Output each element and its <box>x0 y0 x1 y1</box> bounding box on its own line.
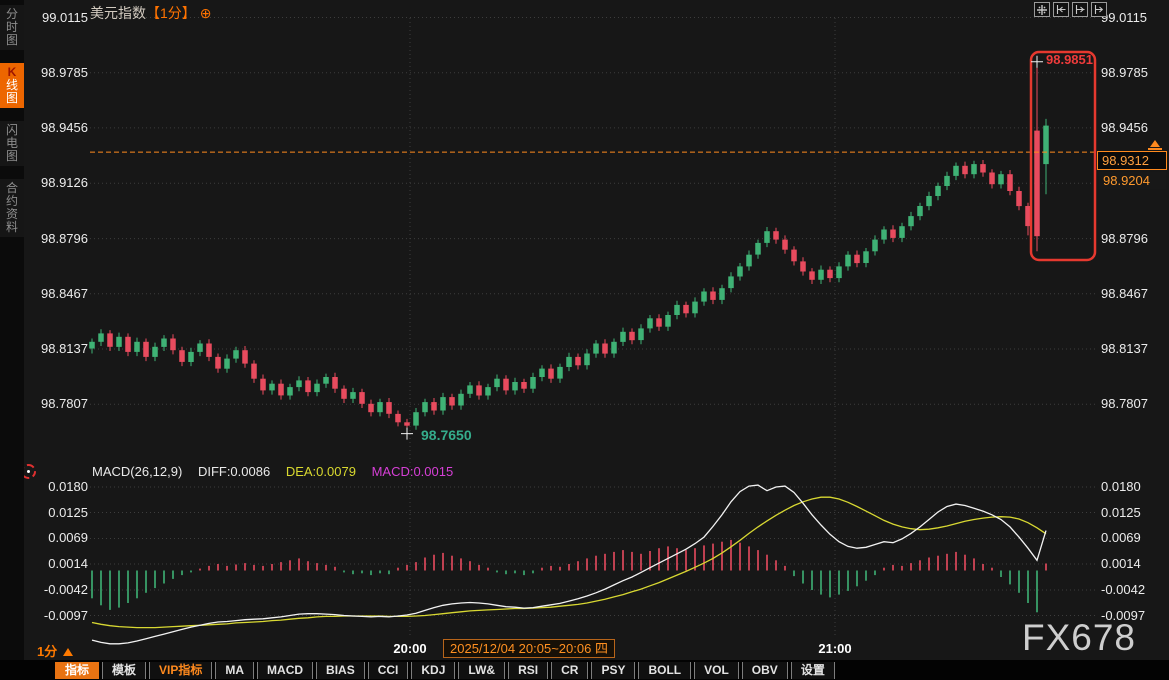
bar-time-range-badge: 2025/12/04 20:05~20:06 四 <box>443 639 615 658</box>
tab-item-13[interactable]: VOL <box>694 661 739 679</box>
macd-value-label: MACD:0.0015 <box>371 464 454 479</box>
axis-tick: 0.0125 <box>1101 504 1141 520</box>
prev-price-badge: 98.9204 <box>1099 172 1166 189</box>
axis-tick: 98.8137 <box>41 341 88 356</box>
axis-tick: 0.0125 <box>48 504 88 520</box>
session-low-label: 98.7650 <box>421 427 472 443</box>
axis-tick: -0.0042 <box>43 581 88 597</box>
axis-tick: -0.0042 <box>1101 581 1146 597</box>
price-marker-icon <box>1148 140 1162 150</box>
axis-tick: 0.0180 <box>48 478 88 494</box>
tab-item-0[interactable]: 指标 <box>55 661 100 679</box>
symbol-name: 美元指数 <box>90 5 146 21</box>
interval-selector[interactable]: 1分 <box>37 641 74 660</box>
axis-tick: 0.0014 <box>1101 556 1141 571</box>
axis-tick: 98.7807 <box>1101 396 1148 412</box>
pan-right-icon[interactable] <box>1091 2 1107 17</box>
sidebar-item-3[interactable]: 合约资料 <box>0 179 24 237</box>
tab-item-3[interactable]: MA <box>215 661 255 679</box>
axis-tick: 99.0115 <box>41 9 88 25</box>
time-axis: 1分 20:00 2025/12/04 20:05~20:06 四 21:00 <box>0 639 1169 660</box>
session-high-label: 98.9851 <box>1046 52 1093 67</box>
axis-tick: 0.0014 <box>48 556 88 571</box>
axis-tick: -0.0097 <box>1101 607 1146 623</box>
tab-item-1[interactable]: 模板 <box>102 661 147 679</box>
time-tick-2100: 21:00 <box>818 641 852 656</box>
tab-item-7[interactable]: KDJ <box>411 661 456 679</box>
tab-item-12[interactable]: BOLL <box>638 661 692 679</box>
scale-left-icon[interactable] <box>1053 2 1069 17</box>
tab-item-5[interactable]: BIAS <box>316 661 365 679</box>
axis-tick: 98.9126 <box>41 175 88 191</box>
axis-tick: 99.0115 <box>1101 9 1148 25</box>
tab-item-15[interactable]: 设置 <box>790 661 835 679</box>
axis-tick: 0.0180 <box>1101 478 1141 494</box>
current-price-badge: 98.9312 <box>1097 151 1167 170</box>
circled-plus-icon[interactable]: ⊕ <box>199 5 212 21</box>
tab-item-6[interactable]: CCI <box>367 661 409 679</box>
scale-right-icon[interactable] <box>1072 2 1088 17</box>
crosshair-icon[interactable] <box>1034 2 1050 17</box>
chart-title: 美元指数【1分】 ⊕ <box>90 3 212 23</box>
axis-tick: 98.8467 <box>41 285 88 301</box>
axis-tick: 98.9456 <box>41 119 88 135</box>
axis-tick: 98.9456 <box>1101 119 1148 135</box>
indicator-tab-bar: 指标 模板 VIP指标 MA MACD BIAS CCI KDJ LW& RSI CR PSY BOLL… <box>0 660 1169 680</box>
axis-tick: 98.9785 <box>41 64 88 80</box>
axis-tick: 0.0069 <box>1101 530 1141 546</box>
tab-item-10[interactable]: CR <box>551 661 589 679</box>
tab-item-4[interactable]: MACD <box>257 661 314 679</box>
axis-tick: 98.8467 <box>1101 285 1148 301</box>
fx678-watermark: FX678 <box>1022 617 1137 658</box>
axis-tick: -0.0097 <box>43 607 88 623</box>
axis-tick: 0.0069 <box>48 530 88 546</box>
axis-tick: 98.7807 <box>41 396 88 412</box>
tab-item-2[interactable]: VIP指标 <box>149 661 213 679</box>
dea-value-label: DEA:0.0079 <box>285 464 356 479</box>
tab-item-8[interactable]: LW& <box>458 661 506 679</box>
sidebar-item-0[interactable]: 分时图 <box>0 5 24 50</box>
axis-tick: 98.8137 <box>1101 341 1148 356</box>
tab-item-14[interactable]: OBV <box>741 661 788 679</box>
tab-item-11[interactable]: PSY <box>591 661 636 679</box>
sidebar-item-2[interactable]: 闪电图 <box>0 121 24 166</box>
interval-tag: 【1分】 <box>146 5 196 21</box>
chart-toolbar <box>1034 2 1107 17</box>
axis-tick: 98.9785 <box>1101 64 1148 80</box>
tab-item-9[interactable]: RSI <box>508 661 549 679</box>
time-tick-2000: 20:00 <box>393 641 427 656</box>
macd-legend: MACD(26,12,9) DIFF:0.0086 DEA:0.0079 MAC… <box>92 464 465 479</box>
macd-params-label: MACD(26,12,9) <box>92 464 183 479</box>
axis-tick: 98.8796 <box>1101 230 1148 246</box>
axis-tick: 98.8796 <box>41 230 88 246</box>
diff-value-label: DIFF:0.0086 <box>197 464 271 479</box>
interval-caret-icon <box>63 648 74 656</box>
